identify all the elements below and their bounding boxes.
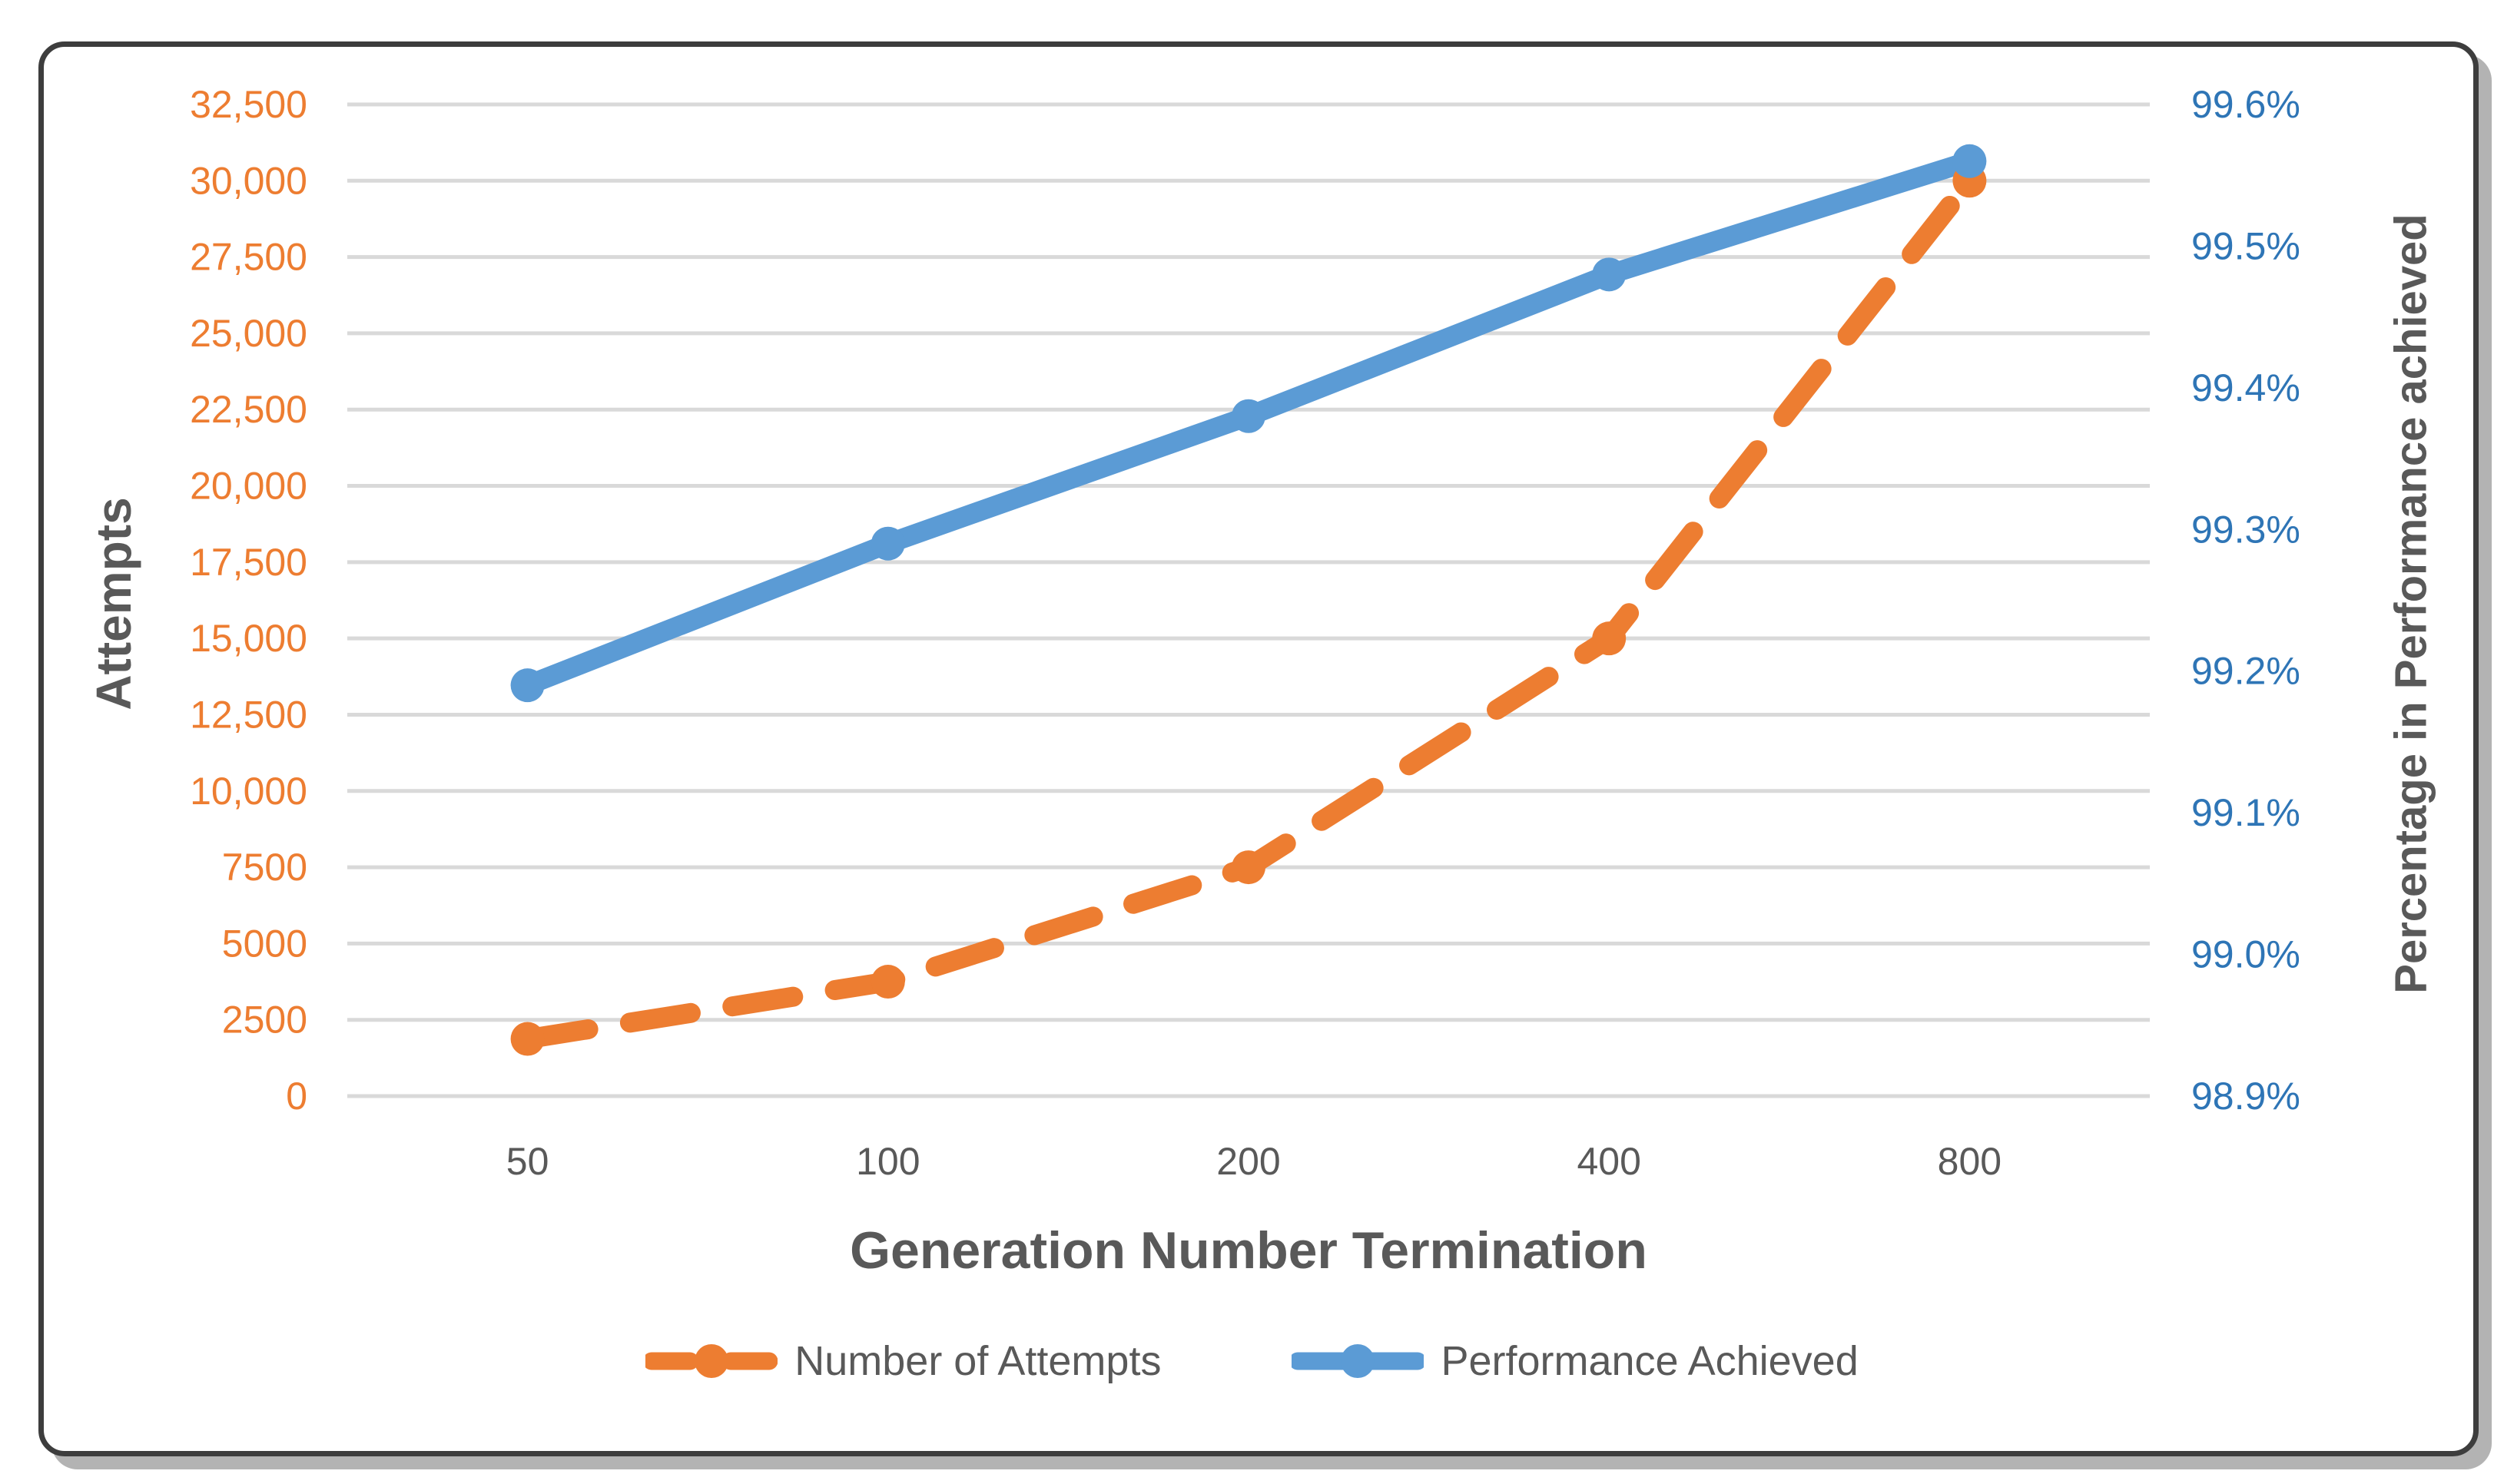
legend: Number of Attempts Performance Achieved — [0, 1330, 2504, 1392]
right-axis-title: Percentage in Performance achieved — [2386, 214, 2436, 994]
left-axis-title: Attempts — [86, 497, 141, 711]
legend-label-performance-achieved: Performance Achieved — [1441, 1338, 1859, 1384]
legend-circle-marker-sample — [695, 1344, 729, 1378]
legend-swatch-dashed-line-icon — [645, 1344, 778, 1378]
legend-item-performance-achieved: Performance Achieved — [1292, 1337, 1859, 1385]
legend-label-number-of-attempts: Number of Attempts — [794, 1338, 1162, 1384]
legend-item-number-of-attempts: Number of Attempts — [645, 1337, 1161, 1385]
legend-circle-marker-sample — [1341, 1344, 1375, 1378]
x-axis-title: Generation Number Termination — [850, 1221, 1647, 1280]
legend-swatch-solid-line-icon — [1292, 1344, 1424, 1378]
